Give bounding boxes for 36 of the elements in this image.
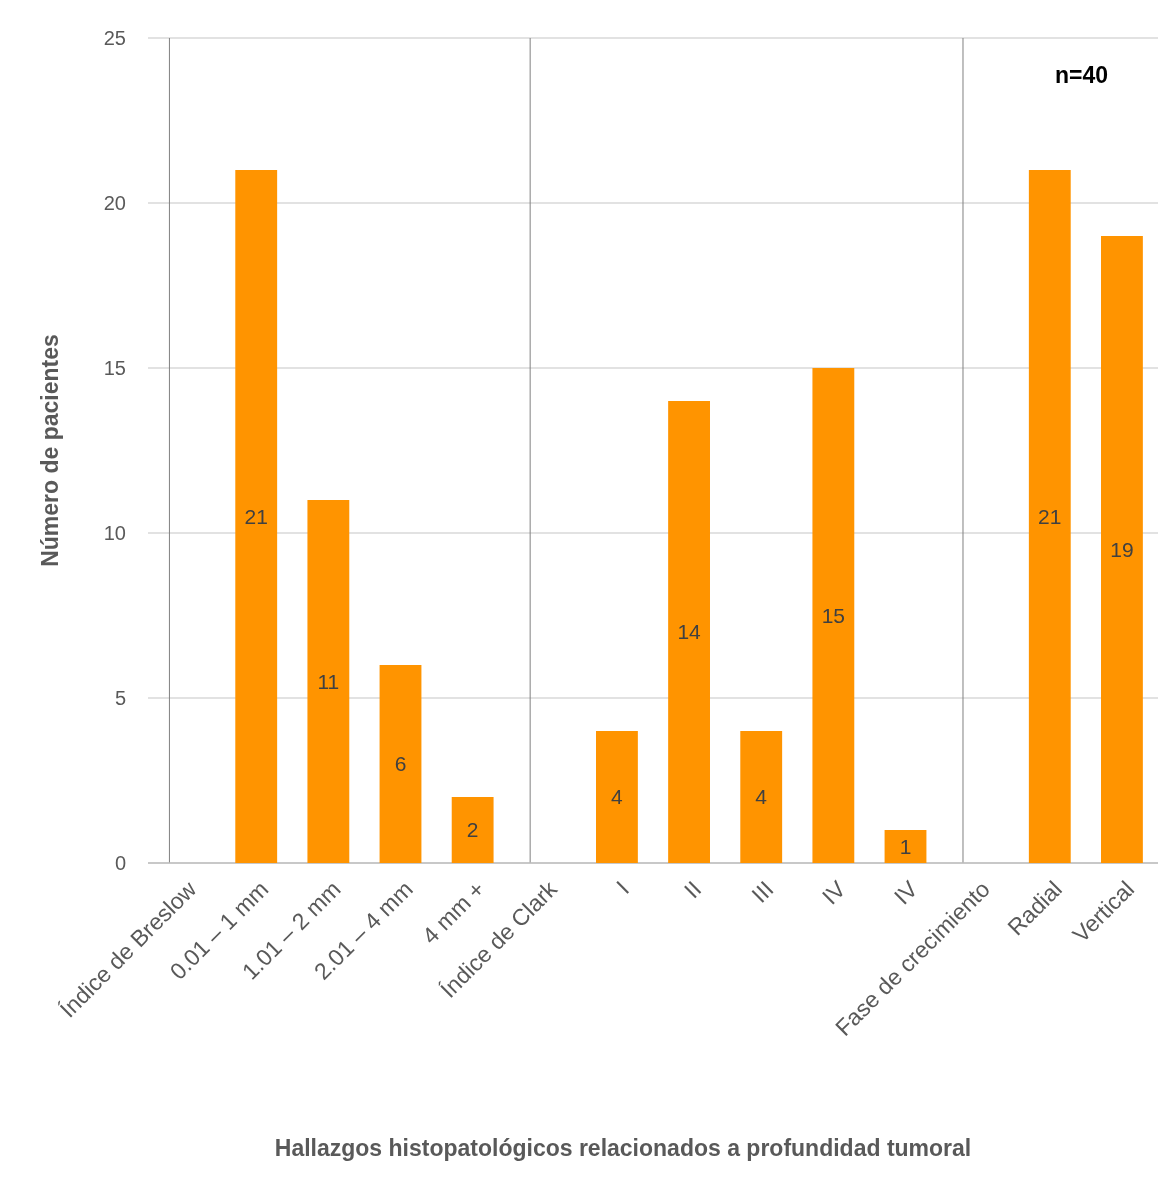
annotation: n=40 <box>1054 62 1108 88</box>
y-tick-label: 20 <box>103 192 126 214</box>
data-label: 6 <box>394 752 407 776</box>
bar <box>1101 236 1143 863</box>
data-label: 21 <box>1038 504 1062 528</box>
data-label: 19 <box>1110 537 1134 561</box>
bar <box>451 797 494 863</box>
data-label: 2 <box>466 818 479 842</box>
bar <box>812 368 855 863</box>
data-label: 21 <box>244 504 268 528</box>
y-tick-label: 5 <box>114 687 126 709</box>
y-tick-label: 0 <box>114 852 126 874</box>
bar <box>884 830 927 863</box>
y-tick-label: 15 <box>103 357 126 379</box>
bar <box>596 731 638 863</box>
bar <box>235 170 278 863</box>
x-tick-label: I <box>611 875 635 899</box>
data-label: 14 <box>677 620 702 644</box>
bar <box>1028 170 1071 863</box>
data-label: 4 <box>755 785 768 809</box>
bar <box>668 401 710 863</box>
y-tick-label: 25 <box>103 27 126 49</box>
y-tick-label: 10 <box>103 522 126 544</box>
data-label: 4 <box>611 785 624 809</box>
bar <box>740 731 783 863</box>
data-label: 1 <box>899 834 912 858</box>
bar <box>379 665 422 863</box>
data-label: 11 <box>317 669 340 693</box>
x-tick-label: II <box>678 875 707 904</box>
x-tick-label: 4 mm + <box>416 875 490 949</box>
x-axis-title: Hallazgos histopatológicos relacionados a profundidad tumoral <box>274 1135 972 1161</box>
x-tick-label: III <box>746 875 779 908</box>
x-tick-label: IV <box>816 875 852 910</box>
y-axis-title: Número de pacientes <box>37 334 63 567</box>
data-label: 15 <box>821 603 846 627</box>
bar <box>307 500 350 863</box>
